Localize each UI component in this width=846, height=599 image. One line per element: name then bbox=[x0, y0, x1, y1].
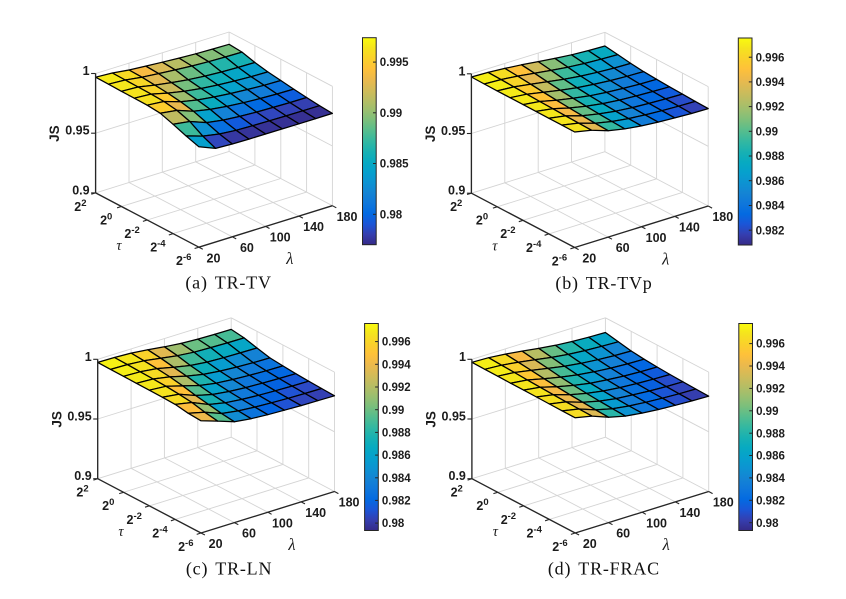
svg-text:0.9: 0.9 bbox=[74, 469, 91, 483]
svg-text:0.99: 0.99 bbox=[382, 405, 404, 417]
svg-text:λ: λ bbox=[661, 250, 669, 269]
svg-text:100: 100 bbox=[272, 516, 293, 530]
svg-text:0.992: 0.992 bbox=[756, 102, 785, 114]
svg-text:0.986: 0.986 bbox=[382, 450, 411, 462]
svg-text:0.9: 0.9 bbox=[72, 183, 89, 197]
svg-text:1: 1 bbox=[85, 350, 92, 364]
svg-text:180: 180 bbox=[339, 496, 360, 510]
svg-text:0.986: 0.986 bbox=[756, 451, 785, 463]
svg-text:20: 20 bbox=[209, 537, 223, 551]
svg-text:0.95: 0.95 bbox=[442, 410, 466, 424]
svg-text:140: 140 bbox=[303, 220, 324, 234]
svg-text:0.988: 0.988 bbox=[382, 428, 411, 440]
svg-text:0.994: 0.994 bbox=[756, 361, 785, 373]
svg-text:(d)TR-FRAC: (d) TR-FRAC bbox=[548, 559, 660, 580]
svg-text:JS: JS bbox=[424, 411, 439, 428]
svg-text:0.992: 0.992 bbox=[756, 384, 785, 396]
svg-text:0.996: 0.996 bbox=[756, 339, 785, 351]
svg-text:τ: τ bbox=[493, 524, 499, 540]
svg-text:JS: JS bbox=[423, 126, 438, 143]
svg-text:0.99: 0.99 bbox=[756, 126, 778, 138]
svg-text:60: 60 bbox=[242, 527, 256, 541]
svg-text:0.984: 0.984 bbox=[756, 201, 785, 213]
svg-text:λ: λ bbox=[285, 249, 293, 268]
svg-text:0.98: 0.98 bbox=[756, 518, 779, 530]
svg-text:0.995: 0.995 bbox=[380, 57, 409, 69]
svg-text:60: 60 bbox=[240, 241, 254, 255]
svg-text:140: 140 bbox=[679, 221, 700, 235]
svg-text:0.992: 0.992 bbox=[382, 382, 411, 394]
svg-text:0.98: 0.98 bbox=[380, 209, 403, 221]
svg-text:0.9: 0.9 bbox=[449, 469, 466, 483]
svg-text:JS: JS bbox=[49, 411, 64, 428]
svg-text:(c)TR-LN: (c) TR-LN bbox=[186, 559, 272, 580]
svg-text:180: 180 bbox=[712, 210, 733, 224]
svg-text:20: 20 bbox=[583, 537, 597, 551]
svg-text:τ: τ bbox=[118, 524, 124, 540]
svg-text:0.98: 0.98 bbox=[382, 518, 405, 530]
svg-text:0.95: 0.95 bbox=[67, 410, 91, 424]
svg-text:100: 100 bbox=[646, 516, 667, 530]
svg-text:0.99: 0.99 bbox=[756, 406, 778, 418]
svg-text:20: 20 bbox=[582, 252, 596, 266]
svg-text:0.982: 0.982 bbox=[756, 225, 785, 237]
svg-text:0.996: 0.996 bbox=[756, 52, 785, 64]
svg-text:0.986: 0.986 bbox=[756, 176, 785, 188]
svg-text:JS: JS bbox=[47, 125, 62, 142]
svg-text:100: 100 bbox=[270, 231, 291, 245]
svg-text:τ: τ bbox=[116, 238, 122, 254]
svg-text:0.996: 0.996 bbox=[382, 337, 411, 349]
svg-text:140: 140 bbox=[305, 506, 326, 520]
svg-text:0.984: 0.984 bbox=[382, 473, 411, 485]
svg-text:0.994: 0.994 bbox=[756, 77, 785, 89]
svg-text:λ: λ bbox=[662, 535, 670, 554]
svg-text:60: 60 bbox=[616, 527, 630, 541]
svg-text:0.982: 0.982 bbox=[382, 496, 411, 508]
svg-text:1: 1 bbox=[83, 64, 90, 78]
svg-text:0.984: 0.984 bbox=[756, 473, 785, 485]
svg-text:60: 60 bbox=[616, 241, 630, 255]
svg-text:(b)TR-TVp: (b) TR-TVp bbox=[555, 273, 652, 294]
svg-text:0.988: 0.988 bbox=[756, 151, 785, 163]
svg-text:0.95: 0.95 bbox=[65, 124, 89, 138]
svg-text:1: 1 bbox=[459, 350, 466, 364]
svg-text:λ: λ bbox=[287, 535, 295, 554]
svg-text:0.988: 0.988 bbox=[756, 428, 785, 440]
svg-text:0.994: 0.994 bbox=[382, 359, 411, 371]
svg-text:0.985: 0.985 bbox=[380, 159, 409, 171]
svg-text:140: 140 bbox=[679, 506, 700, 520]
svg-text:180: 180 bbox=[713, 496, 734, 510]
svg-text:100: 100 bbox=[646, 231, 667, 245]
svg-text:0.99: 0.99 bbox=[380, 108, 402, 120]
svg-text:0.9: 0.9 bbox=[448, 184, 465, 198]
svg-text:0.982: 0.982 bbox=[756, 495, 785, 507]
svg-text:(a)TR-TV: (a) TR-TV bbox=[185, 273, 271, 294]
svg-text:τ: τ bbox=[492, 238, 498, 254]
svg-text:1: 1 bbox=[458, 64, 465, 78]
svg-text:180: 180 bbox=[337, 210, 358, 224]
svg-text:0.95: 0.95 bbox=[441, 124, 465, 138]
svg-text:20: 20 bbox=[207, 251, 221, 265]
